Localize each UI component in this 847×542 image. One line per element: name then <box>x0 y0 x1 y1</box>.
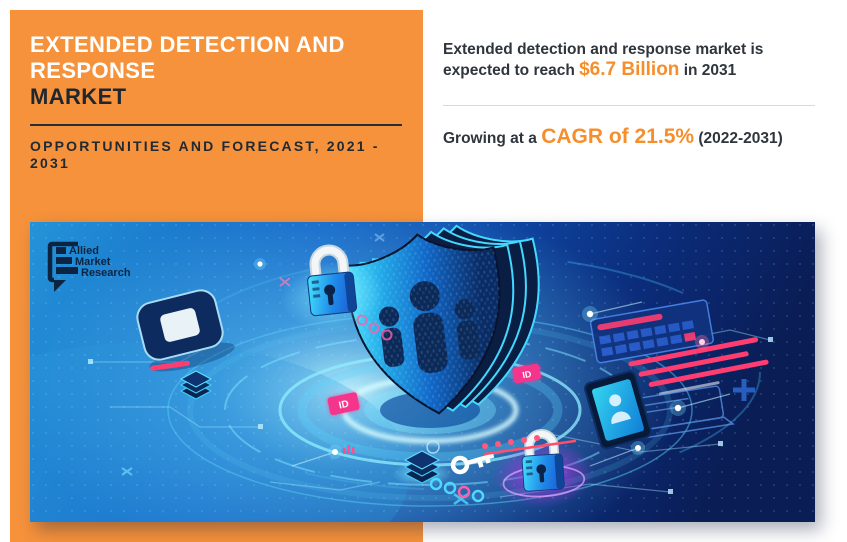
title-market: MARKET <box>30 84 127 109</box>
pink-ring-chain <box>356 314 393 341</box>
trace-nodes <box>88 337 773 494</box>
padlock-icon <box>280 244 385 331</box>
dot-rows <box>343 435 577 503</box>
stat1-value: $6.7 Billion <box>579 59 680 80</box>
title-main: EXTENDED DETECTION AND RESPONSE <box>30 32 345 83</box>
market-value-stat: Extended detection and response market i… <box>443 40 815 81</box>
id-badge-label: ID <box>522 369 533 380</box>
stats-divider <box>443 105 815 106</box>
cybersecurity-illustration: ID ID <box>30 222 815 522</box>
cagr-stat: Growing at a CAGR of 21.5% (2022-2031) <box>443 125 815 149</box>
allied-market-research-logo: Allied Market Research <box>47 241 131 292</box>
id-badge-label: ID <box>338 399 350 412</box>
stat2-prefix: Growing at a <box>443 130 542 147</box>
forecast-subtitle: OPPORTUNITIES AND FORECAST, 2021 - 2031 <box>30 138 380 171</box>
logo-line1: Allied <box>69 245 99 257</box>
page-title: EXTENDED DETECTION AND RESPONSE MARKET <box>30 32 402 110</box>
data-bars <box>628 337 769 396</box>
logo-line3: Research <box>81 267 131 279</box>
title-divider <box>30 124 402 126</box>
tablet-icon <box>584 370 652 450</box>
keyboard-panel-icon <box>589 299 714 364</box>
hero-illustration: ID ID <box>30 222 815 522</box>
glow-particles <box>254 258 731 467</box>
stat1-suffix: in 2031 <box>679 62 737 79</box>
shield-icon <box>345 224 540 415</box>
pink-bar <box>150 360 190 371</box>
stat2-value: CAGR of 21.5% <box>541 125 695 148</box>
logo-line2: Market <box>75 256 111 268</box>
cross-marks <box>121 233 755 506</box>
stats-panel: Extended detection and response market i… <box>443 40 815 149</box>
stat2-suffix: (2022-2031) <box>694 130 783 147</box>
padlock-icon <box>492 429 595 508</box>
stat1-prefix: Extended detection and response market i… <box>443 41 764 79</box>
id-badge-icon: ID ID <box>327 363 541 416</box>
key-icon <box>450 453 495 475</box>
